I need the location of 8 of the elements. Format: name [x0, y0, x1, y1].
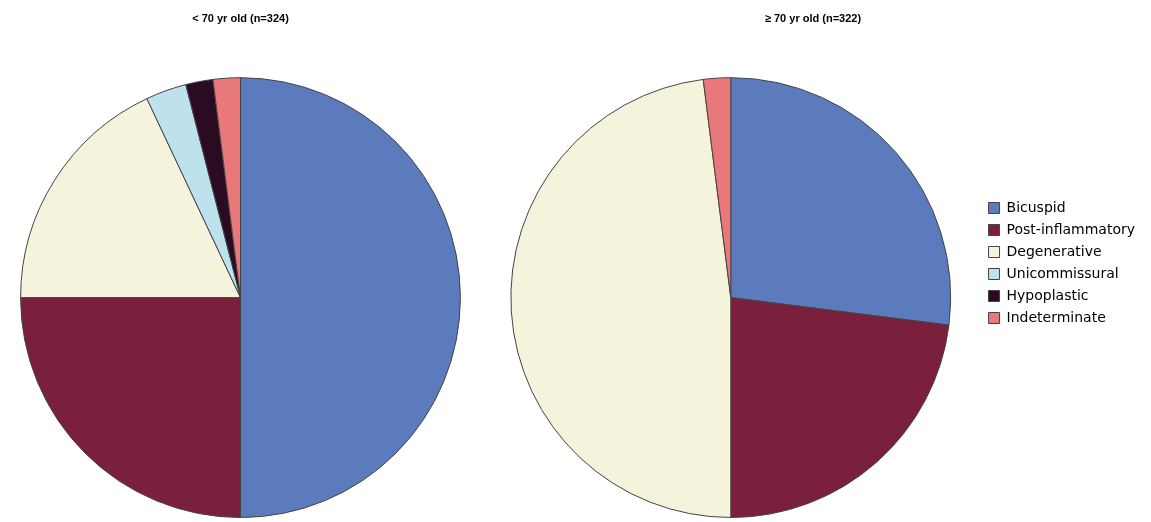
legend-label: Hypoplastic	[1006, 286, 1089, 303]
chart-title: < 70 yr old (n=324)	[192, 11, 290, 24]
chart-title: ≥ 70 yr old (n=322)	[764, 11, 862, 24]
legend-label: Post-inflammatory	[1006, 220, 1136, 237]
legend-label: Bicuspid	[1006, 198, 1066, 215]
legend-label: Degenerative	[1006, 242, 1102, 259]
legend-label: Unicommissural	[1006, 264, 1119, 281]
legend-label: Indeterminate	[1006, 308, 1106, 325]
